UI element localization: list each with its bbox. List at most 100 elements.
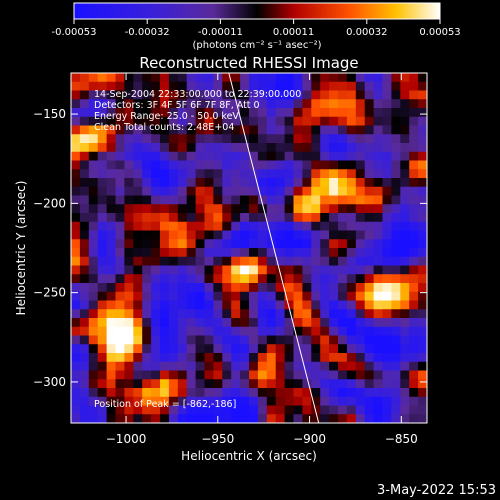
heatmap-cell: [284, 160, 294, 170]
heatmap-cell: [142, 326, 152, 336]
heatmap-cell: [284, 256, 294, 266]
heatmap-cell: [240, 169, 250, 179]
heatmap-cell: [124, 160, 134, 170]
colorbar: -0.00053 -0.00032 -0.00011 0.00011 0.00032 0.…: [52, 2, 461, 51]
heatmap-cell: [400, 274, 410, 284]
heatmap-cell: [311, 379, 321, 389]
heatmap-cell: [97, 195, 107, 205]
heatmap-cell: [364, 361, 374, 371]
heatmap-cell: [275, 335, 285, 345]
heatmap-cell: [151, 414, 161, 423]
heatmap-cell: [97, 160, 107, 170]
heatmap-cell: [240, 151, 250, 161]
heatmap-cell: [151, 99, 161, 109]
heatmap-cell: [97, 81, 107, 91]
heatmap-cell: [391, 90, 401, 100]
heatmap-cell: [97, 239, 107, 249]
heatmap-cell: [320, 151, 330, 161]
heatmap-cell: [329, 99, 339, 109]
heatmap-cell: [320, 160, 330, 170]
heatmap-cell: [213, 344, 223, 354]
heatmap-cell: [346, 73, 357, 83]
heatmap-cell: [133, 195, 143, 205]
heatmap-cell: [97, 134, 107, 144]
heatmap-cell: [142, 143, 152, 153]
heatmap-cell: [133, 370, 143, 380]
heatmap-cell: [240, 335, 250, 345]
heatmap-cell: [382, 186, 392, 196]
heatmap-cell: [106, 370, 116, 380]
heatmap-cell: [249, 239, 259, 249]
heatmap-cell: [79, 204, 90, 214]
heatmap-cell: [418, 221, 427, 231]
heatmap-cell: [142, 116, 152, 126]
heatmap-cell: [177, 361, 188, 371]
heatmap-cell: [168, 283, 179, 293]
heatmap-cell: [186, 108, 196, 118]
heatmap-cell: [213, 160, 223, 170]
heatmap-cell: [266, 344, 277, 354]
heatmap-cell: [106, 291, 116, 301]
heatmap-cell: [391, 361, 401, 371]
heatmap-cell: [106, 221, 116, 231]
heatmap-cell: [115, 300, 125, 310]
heatmap-cell: [338, 379, 348, 389]
heatmap-cell: [133, 291, 143, 301]
heatmap-cell: [382, 99, 392, 109]
heatmap-cell: [293, 125, 303, 135]
heatmap-cell: [213, 361, 223, 371]
heatmap-cell: [409, 265, 419, 275]
heatmap-cell: [293, 204, 303, 214]
heatmap-cell: [88, 81, 99, 91]
heatmap-cell: [311, 300, 321, 310]
heatmap-cell: [311, 186, 321, 196]
heatmap-cell: [355, 361, 366, 371]
heatmap-cell: [346, 108, 357, 118]
heatmap-cell: [222, 361, 232, 371]
info-line-energy: Energy Range: 25.0 - 50.0 keV: [94, 111, 239, 122]
heatmap-cell: [284, 326, 294, 336]
heatmap-cell: [382, 361, 392, 371]
heatmap-cell: [346, 116, 357, 126]
heatmap-cell: [338, 195, 348, 205]
heatmap-cell: [213, 326, 223, 336]
heatmap-cell: [391, 283, 401, 293]
heatmap-cell: [373, 195, 383, 205]
heatmap-cell: [124, 396, 134, 406]
heatmap-cell: [364, 370, 374, 380]
heatmap-cell: [97, 169, 107, 179]
heatmap-cell: [124, 221, 134, 231]
heatmap-cell: [204, 160, 214, 170]
heatmap-cell: [355, 274, 366, 284]
heatmap-cell: [204, 291, 214, 301]
heatmap-cell: [275, 160, 285, 170]
heatmap-cell: [257, 178, 268, 188]
heatmap-cell: [186, 160, 196, 170]
heatmap-cell: [284, 90, 294, 100]
heatmap-cell: [364, 326, 374, 336]
heatmap-cell: [418, 283, 427, 293]
heatmap-cell: [257, 169, 268, 179]
heatmap-cell: [329, 195, 339, 205]
heatmap-cell: [71, 265, 81, 275]
heatmap-cell: [293, 73, 303, 83]
heatmap-cell: [373, 169, 383, 179]
heatmap-cell: [151, 283, 161, 293]
heatmap-cell: [240, 361, 250, 371]
heatmap-cell: [151, 300, 161, 310]
heatmap-cell: [222, 116, 232, 126]
heatmap-cell: [249, 186, 259, 196]
heatmap-cell: [115, 283, 125, 293]
heatmap-cell: [355, 405, 366, 415]
heatmap-cell: [186, 99, 196, 109]
heatmap-cell: [88, 116, 99, 126]
heatmap-cell: [346, 388, 357, 398]
heatmap-cell: [249, 370, 259, 380]
heatmap-cell: [293, 405, 303, 415]
heatmap-cells: [71, 73, 427, 423]
heatmap-cell: [364, 160, 374, 170]
heatmap-cell: [71, 178, 81, 188]
heatmap-cell: [409, 344, 419, 354]
colorbar-tick-label: 0.00032: [346, 27, 387, 38]
heatmap-cell: [204, 326, 214, 336]
